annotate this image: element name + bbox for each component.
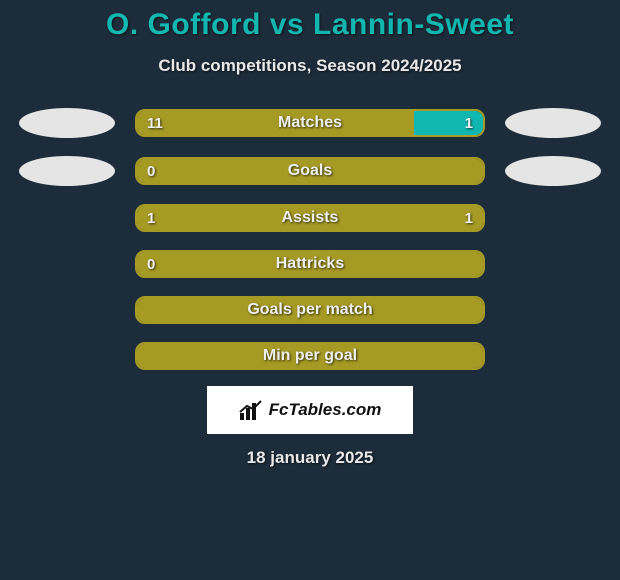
stat-bar: 11Assists [135,204,485,232]
branding-text: FcTables.com [269,400,382,420]
stat-bar: Min per goal [135,342,485,370]
bar-fill-player1 [137,344,483,368]
stat-row: 111Matches [0,108,620,138]
stat-value-player2: 1 [465,206,473,230]
bar-fill-player1 [137,159,483,183]
stat-value-player1: 1 [147,206,155,230]
stat-value-player1: 0 [147,252,155,276]
player1-badge-ellipse [19,108,115,138]
stat-row: Min per goal [0,342,620,370]
bar-fill-player1 [137,252,483,276]
player2-badge-ellipse [505,108,601,138]
stat-value-player1: 0 [147,159,155,183]
page-title: O. Gofford vs Lannin-Sweet [0,8,620,42]
fctables-logo-icon [239,399,263,421]
stat-value-player2: 1 [465,111,473,135]
player2-badge-ellipse [505,156,601,186]
stat-value-player1: 11 [147,111,163,135]
stat-bar: 111Matches [135,109,485,137]
bar-fill-player1 [137,298,483,322]
stat-bar: 0Hattricks [135,250,485,278]
stat-row: 11Assists [0,204,620,232]
player1-badge-ellipse [19,156,115,186]
branding-badge: FcTables.com [207,386,413,434]
bar-fill-player1 [137,206,483,230]
stat-row: 0Hattricks [0,250,620,278]
bar-fill-player1 [137,111,414,135]
stat-row: Goals per match [0,296,620,324]
content: O. Gofford vs Lannin-Sweet Club competit… [0,0,620,580]
stat-row: 0Goals [0,156,620,186]
subtitle: Club competitions, Season 2024/2025 [0,56,620,76]
stat-bar: 0Goals [135,157,485,185]
date-text: 18 january 2025 [0,448,620,468]
stats-rows: 111Matches0Goals11Assists0HattricksGoals… [0,108,620,370]
stat-bar: Goals per match [135,296,485,324]
